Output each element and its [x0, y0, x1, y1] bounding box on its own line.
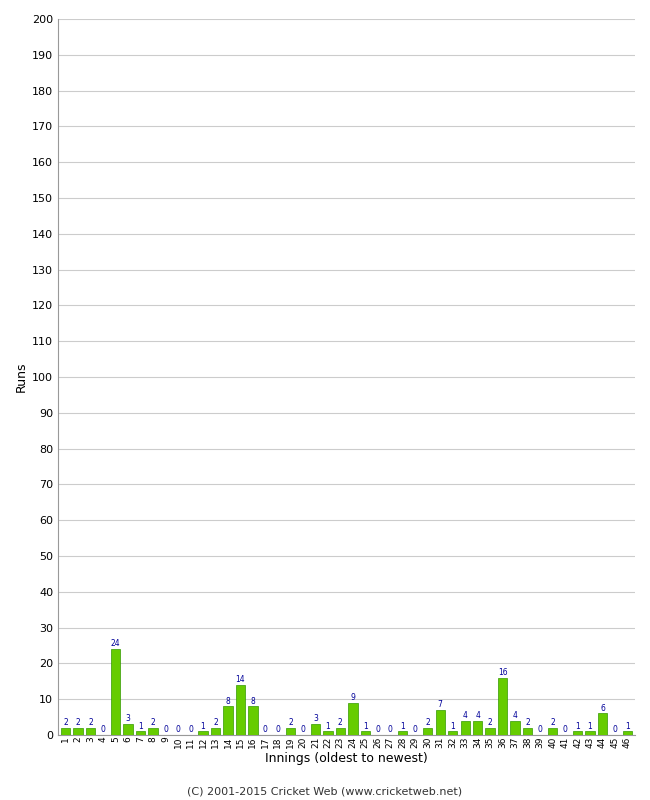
- Bar: [73, 728, 83, 735]
- Text: 2: 2: [425, 718, 430, 727]
- Text: 8: 8: [250, 697, 255, 706]
- Text: 0: 0: [300, 726, 306, 734]
- Text: 0: 0: [163, 726, 168, 734]
- Bar: [136, 731, 145, 735]
- Text: 0: 0: [538, 726, 543, 734]
- Bar: [86, 728, 96, 735]
- Bar: [548, 728, 557, 735]
- Text: 0: 0: [276, 726, 280, 734]
- Text: 4: 4: [513, 711, 517, 720]
- Text: 8: 8: [226, 697, 230, 706]
- Text: 2: 2: [151, 718, 155, 727]
- Bar: [498, 678, 508, 735]
- Bar: [623, 731, 632, 735]
- Text: 14: 14: [236, 675, 245, 684]
- Text: 0: 0: [176, 726, 181, 734]
- Text: 1: 1: [363, 722, 368, 730]
- Text: 24: 24: [111, 639, 120, 648]
- Text: 6: 6: [600, 704, 605, 713]
- Bar: [111, 649, 120, 735]
- Text: 0: 0: [612, 726, 618, 734]
- Bar: [460, 721, 470, 735]
- Bar: [198, 731, 207, 735]
- Bar: [224, 706, 233, 735]
- Text: 0: 0: [375, 726, 380, 734]
- Bar: [436, 710, 445, 735]
- Text: 2: 2: [213, 718, 218, 727]
- Bar: [311, 724, 320, 735]
- Text: 4: 4: [463, 711, 467, 720]
- Text: 9: 9: [350, 693, 356, 702]
- Bar: [148, 728, 158, 735]
- Y-axis label: Runs: Runs: [15, 362, 28, 392]
- Text: 1: 1: [138, 722, 143, 730]
- Text: 2: 2: [550, 718, 555, 727]
- Text: 1: 1: [400, 722, 405, 730]
- Bar: [323, 731, 333, 735]
- Text: 0: 0: [413, 726, 418, 734]
- Bar: [211, 728, 220, 735]
- Bar: [248, 706, 257, 735]
- Text: 2: 2: [488, 718, 493, 727]
- Text: 0: 0: [388, 726, 393, 734]
- Bar: [124, 724, 133, 735]
- Text: 2: 2: [76, 718, 81, 727]
- Bar: [335, 728, 345, 735]
- Bar: [510, 721, 520, 735]
- Bar: [448, 731, 458, 735]
- Bar: [348, 702, 358, 735]
- Text: 1: 1: [450, 722, 455, 730]
- Text: 0: 0: [263, 726, 268, 734]
- Text: 3: 3: [125, 714, 131, 723]
- Bar: [398, 731, 408, 735]
- Text: 1: 1: [326, 722, 330, 730]
- Text: (C) 2001-2015 Cricket Web (www.cricketweb.net): (C) 2001-2015 Cricket Web (www.cricketwe…: [187, 786, 463, 796]
- Text: 16: 16: [498, 668, 508, 677]
- Text: 0: 0: [563, 726, 567, 734]
- Text: 1: 1: [575, 722, 580, 730]
- Text: 2: 2: [63, 718, 68, 727]
- Bar: [586, 731, 595, 735]
- Bar: [286, 728, 295, 735]
- Text: 1: 1: [625, 722, 630, 730]
- Text: 1: 1: [588, 722, 592, 730]
- Text: 0: 0: [188, 726, 193, 734]
- Text: 7: 7: [438, 700, 443, 709]
- Bar: [236, 685, 245, 735]
- Text: 2: 2: [338, 718, 343, 727]
- Text: 1: 1: [201, 722, 205, 730]
- Text: 2: 2: [525, 718, 530, 727]
- Bar: [523, 728, 532, 735]
- Text: 4: 4: [475, 711, 480, 720]
- Bar: [473, 721, 482, 735]
- Text: 2: 2: [288, 718, 292, 727]
- Text: 3: 3: [313, 714, 318, 723]
- Text: 0: 0: [101, 726, 105, 734]
- Bar: [573, 731, 582, 735]
- Bar: [361, 731, 370, 735]
- Text: 2: 2: [88, 718, 93, 727]
- Bar: [423, 728, 432, 735]
- Bar: [61, 728, 70, 735]
- Bar: [598, 714, 607, 735]
- X-axis label: Innings (oldest to newest): Innings (oldest to newest): [265, 752, 428, 765]
- Bar: [486, 728, 495, 735]
